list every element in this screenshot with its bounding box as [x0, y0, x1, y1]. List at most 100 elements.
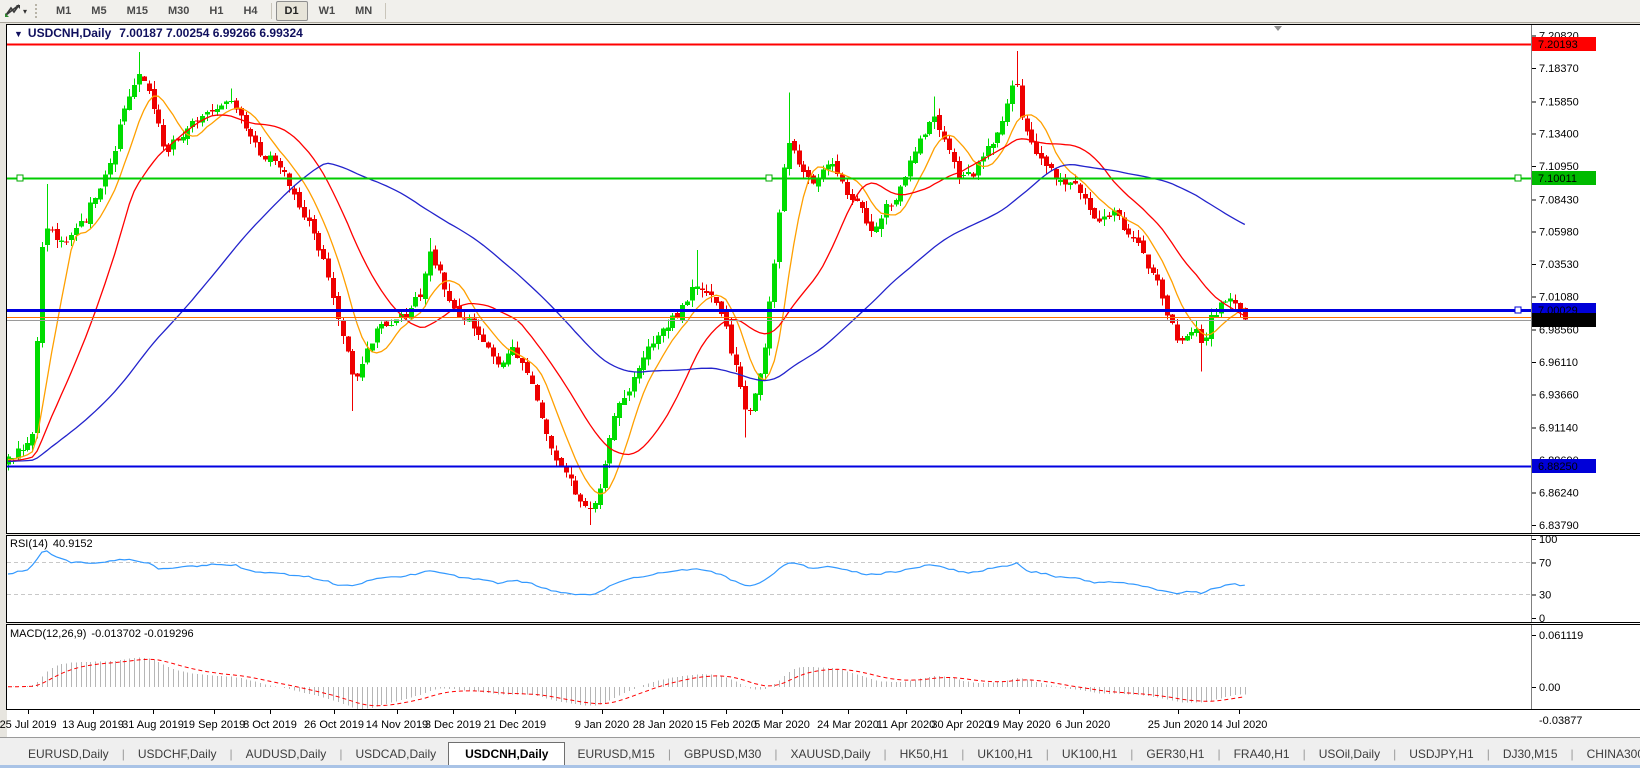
svg-text:13 Aug 2019: 13 Aug 2019: [62, 719, 124, 731]
rsi-name: RSI(14): [10, 538, 48, 550]
tab-separator: |: [667, 746, 671, 761]
ma-line-fast: [7, 95, 1246, 495]
svg-text:6.96110: 6.96110: [1539, 357, 1578, 369]
timeframe-button-d1[interactable]: D1: [275, 1, 308, 21]
tab-separator: |: [1045, 746, 1049, 761]
timeframe-button-h4[interactable]: H4: [243, 5, 258, 17]
svg-text:70: 70: [1539, 558, 1551, 570]
line-handle[interactable]: [765, 174, 773, 182]
tab-separator: |: [229, 746, 233, 761]
svg-text:31 Aug 2019: 31 Aug 2019: [122, 719, 184, 731]
tab-usoil-daily[interactable]: USOil,Daily: [1318, 746, 1381, 761]
tab-hk50-h1[interactable]: HK50,H1: [899, 746, 949, 761]
chart-ohlc-values: 7.00187 7.00254 6.99266 6.99324: [119, 26, 303, 40]
tab-audusd-daily[interactable]: AUDUSD,Daily: [245, 746, 327, 761]
svg-text:7.01080: 7.01080: [1539, 291, 1579, 303]
svg-text:7.13400: 7.13400: [1539, 129, 1579, 141]
price-badge-7.20193: 7.20193: [1532, 37, 1596, 51]
tab-separator: |: [1570, 746, 1574, 761]
macd-name: MACD(12,26,9): [10, 628, 87, 640]
tab-usdjpy-h1[interactable]: USDJPY,H1: [1409, 746, 1474, 761]
line-handle[interactable]: [1514, 174, 1522, 182]
ma-line-slow: [8, 162, 1246, 462]
svg-text:6.98560: 6.98560: [1539, 325, 1579, 337]
svg-text:19 May 2020: 19 May 2020: [987, 719, 1051, 731]
rsi-indicator-label: RSI(14) 40.9152: [10, 538, 93, 550]
svg-text:15 Feb 2020: 15 Feb 2020: [695, 719, 757, 731]
svg-text:6.91140: 6.91140: [1539, 423, 1578, 435]
svg-text:0: 0: [1539, 613, 1545, 625]
svg-text:100: 100: [1539, 534, 1557, 546]
svg-text:25 Jun 2020: 25 Jun 2020: [1148, 719, 1209, 731]
tab-fra40-h1[interactable]: FRA40,H1: [1233, 746, 1290, 761]
svg-text:3 Dec 2019: 3 Dec 2019: [425, 719, 481, 731]
macd-panel: 0.061119 0.00 -0.03877: [7, 630, 1583, 727]
tab-separator: |: [339, 746, 343, 761]
chart-profile-icon[interactable]: [4, 3, 21, 19]
timeframe-button-m1[interactable]: M1: [56, 5, 72, 17]
svg-text:7.18370: 7.18370: [1539, 63, 1579, 75]
window-edge: [0, 765, 1640, 768]
line-handle[interactable]: [16, 174, 24, 182]
tab-eurusd-m15[interactable]: EURUSD,M15: [577, 746, 655, 761]
ma-line-medium: [7, 114, 1246, 462]
tab-china300-h4[interactable]: CHINA300,H4: [1586, 746, 1640, 761]
svg-text:5 Mar 2020: 5 Mar 2020: [754, 719, 810, 731]
timeframe-button-m5[interactable]: M5: [91, 5, 107, 17]
svg-text:0.061119: 0.061119: [1539, 630, 1583, 642]
rsi-value: 40.9152: [52, 538, 93, 550]
line-handle[interactable]: [1514, 306, 1522, 314]
chart-tool-group: ▾: [0, 3, 31, 19]
svg-text:14 Nov 2019: 14 Nov 2019: [366, 719, 428, 731]
collapse-chart-icon[interactable]: ▼: [14, 29, 23, 39]
svg-text:30: 30: [1539, 589, 1551, 601]
svg-text:6.86240: 6.86240: [1539, 487, 1579, 499]
svg-text:-0.03877: -0.03877: [1539, 715, 1582, 727]
tab-usdchf-daily[interactable]: USDCHF,Daily: [137, 746, 217, 761]
tab-separator: |: [1393, 746, 1397, 761]
tab-xauusd-daily[interactable]: XAUUSD,Daily: [790, 746, 871, 761]
rsi-line: [7, 550, 1245, 596]
dropdown-caret-icon[interactable]: ▾: [23, 6, 28, 16]
svg-text:11 Apr 2020: 11 Apr 2020: [877, 719, 936, 731]
svg-text:7.08430: 7.08430: [1539, 194, 1579, 206]
tab-usdcad-daily[interactable]: USDCAD,Daily: [355, 746, 437, 761]
timeframe-button-m15[interactable]: M15: [126, 5, 148, 17]
timeframe-button-h1[interactable]: H1: [209, 5, 224, 17]
tab-separator: |: [1302, 746, 1306, 761]
tab-separator: |: [961, 746, 965, 761]
toolbar-separator: [270, 3, 272, 19]
chart-shift-marker: [1274, 26, 1282, 31]
tab-uk100-h1[interactable]: UK100,H1: [1061, 746, 1118, 761]
svg-text:6.88250: 6.88250: [1538, 461, 1578, 473]
svg-text:7.15850: 7.15850: [1539, 96, 1579, 108]
tab-separator: |: [121, 746, 125, 761]
price-badge-7.10011: 7.10011: [1532, 171, 1596, 185]
tab-eurusd-daily[interactable]: EURUSD,Daily: [28, 746, 109, 761]
tab-uk100-h1[interactable]: UK100,H1: [977, 746, 1033, 761]
svg-text:0.00: 0.00: [1539, 682, 1560, 694]
tab-dj30-m15[interactable]: DJ30,M15: [1502, 746, 1558, 761]
timeframe-button-m30[interactable]: M30: [167, 5, 190, 17]
svg-text:26 Oct 2019: 26 Oct 2019: [304, 719, 364, 731]
chart-symbol-label: USDCNH,Daily: [27, 26, 112, 40]
chart-tab-bar: EURUSD,Daily | USDCHF,Daily | AUDUSD,Daily | U…: [0, 737, 1640, 768]
tab-separator: |: [1486, 746, 1490, 761]
tab-ger30-h1[interactable]: GER30,H1: [1146, 746, 1205, 761]
timeframe-button-mn[interactable]: MN: [355, 5, 373, 17]
price-badge-6.99324: 6.99324: [1532, 313, 1596, 327]
svg-text:7.05980: 7.05980: [1539, 227, 1579, 239]
svg-text:6 Jun 2020: 6 Jun 2020: [1056, 719, 1110, 731]
toolbar-separator: [385, 3, 387, 19]
macd-indicator-label: MACD(12,26,9) -0.013702 -0.019296: [10, 628, 194, 640]
tab-usdcnh-daily[interactable]: USDCNH,Daily: [448, 741, 566, 766]
svg-text:19 Sep 2019: 19 Sep 2019: [183, 719, 245, 731]
svg-text:7.10950: 7.10950: [1539, 161, 1579, 173]
macd-signal-line: [7, 658, 1245, 707]
tab-gbpusd-m30[interactable]: GBPUSD,M30: [683, 746, 762, 761]
tab-separator: |: [1130, 746, 1134, 761]
tab-separator: |: [774, 746, 778, 761]
price-axis: 7.208207.183707.158507.134007.109507.084…: [1532, 31, 1596, 532]
timeframe-button-w1[interactable]: W1: [318, 5, 336, 17]
